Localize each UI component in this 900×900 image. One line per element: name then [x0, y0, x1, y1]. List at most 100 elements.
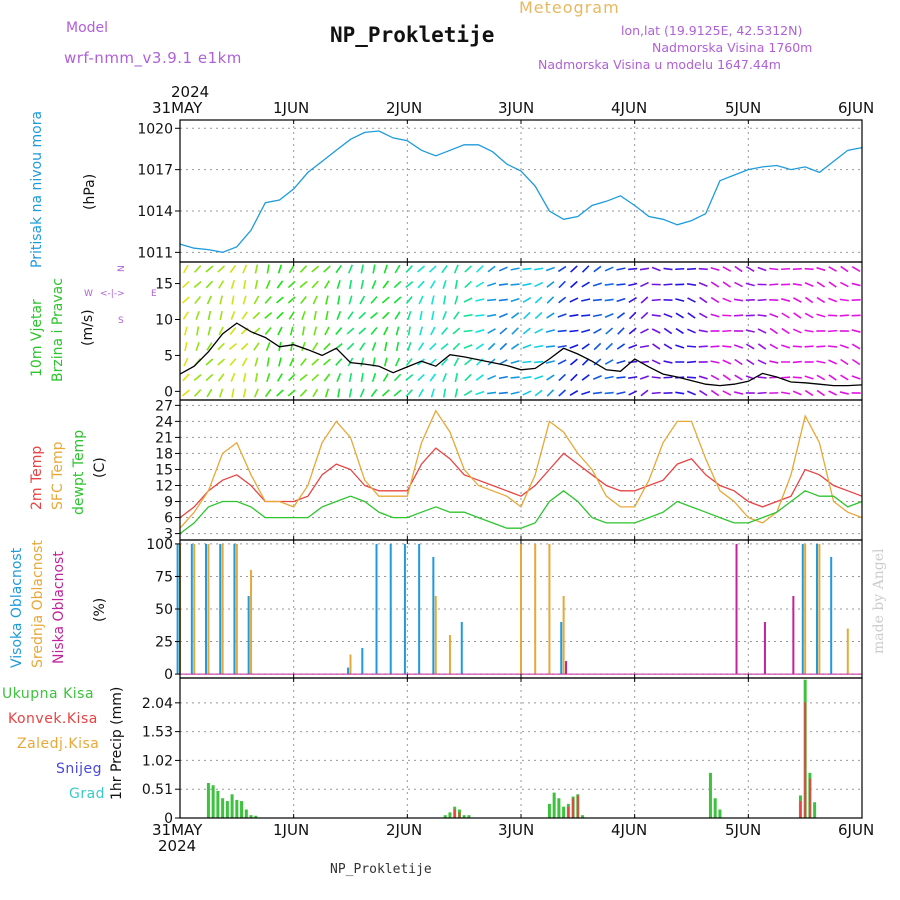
compass-south: S — [118, 316, 124, 326]
wind-vector — [323, 358, 331, 366]
wind-vector — [804, 375, 814, 380]
wind-vector — [475, 281, 485, 288]
wind-vector — [675, 327, 684, 335]
wind-vector — [604, 359, 614, 365]
wind-vector — [276, 311, 284, 320]
wind-vector — [193, 373, 202, 382]
wind-vector — [698, 329, 708, 333]
wind-vector — [534, 360, 544, 364]
wind-vector — [453, 311, 460, 320]
wind-vector — [417, 373, 425, 382]
wind-vector — [569, 389, 579, 397]
wind-vector — [746, 265, 755, 273]
wind-vector — [324, 388, 330, 398]
wind-vector — [454, 279, 458, 290]
wind-vector — [453, 264, 459, 274]
wind-vector — [407, 310, 412, 321]
wind-vector — [266, 264, 270, 274]
low-cloud-axis-label: Niska Oblacnost — [51, 551, 67, 664]
wind-vector — [640, 328, 649, 334]
wind-vector — [769, 267, 779, 271]
wind-vector — [651, 328, 661, 334]
wind-vector — [228, 342, 237, 351]
wind-vector — [851, 358, 861, 366]
cloud-bar — [221, 543, 224, 675]
wind-tick-label: 5 — [164, 348, 173, 364]
precip-bar — [235, 799, 239, 818]
wind-vector — [336, 373, 342, 382]
wind-vector — [393, 389, 402, 397]
wind-vector — [487, 265, 496, 273]
wind-vector — [511, 312, 520, 319]
wind-vector — [828, 281, 837, 288]
wind-vector — [419, 326, 423, 336]
wind-vector — [299, 265, 308, 273]
wind-vector — [534, 281, 544, 288]
wind-vector — [839, 344, 849, 349]
wind-vector — [628, 376, 638, 379]
compass-north-south: N — [117, 265, 127, 272]
cloud-bar — [347, 667, 350, 675]
wind-vector — [792, 267, 802, 271]
lonlat-text: lon,lat (19.9125E, 42.5312N) — [621, 23, 803, 38]
wind-vector — [442, 311, 447, 320]
wind-barb-field — [181, 264, 861, 398]
wind-vector — [242, 372, 247, 383]
wind-vector — [324, 326, 330, 336]
wind-vector — [264, 327, 272, 335]
wind-vector — [651, 314, 661, 317]
wind-vector — [264, 388, 272, 398]
wind-vector — [288, 311, 295, 320]
wind-vector — [264, 311, 273, 320]
wind-vector — [182, 280, 190, 289]
wind-vector — [628, 327, 637, 335]
wind-vector — [816, 360, 826, 364]
wind-vector — [498, 375, 508, 380]
time-tick-bottom-1: 1JUN — [273, 821, 310, 839]
wind-vector — [734, 265, 743, 273]
precip-bar — [557, 798, 561, 818]
wind-vector — [441, 327, 449, 335]
precipitation-frame — [179, 677, 863, 819]
wind-vector — [757, 391, 767, 395]
wind-vector — [370, 296, 378, 304]
wind-vector — [734, 281, 743, 288]
precip-bar — [211, 785, 215, 818]
wind-vector — [407, 341, 412, 352]
wind-vector — [569, 329, 579, 333]
wind-vector — [534, 311, 543, 320]
wind-vector — [487, 328, 496, 334]
wind-vector — [581, 358, 590, 366]
wind-vector — [498, 283, 508, 286]
pressure-tick-label: 1014 — [137, 204, 173, 220]
wind-vector — [230, 373, 236, 382]
wind-vector — [663, 376, 673, 379]
time-tick-top-0: 31MAY — [152, 99, 203, 117]
wind-vector — [405, 389, 413, 397]
wind-vector — [675, 391, 685, 395]
wind-vector — [217, 342, 225, 351]
wind-vector — [522, 376, 532, 379]
wind-vector — [722, 390, 732, 396]
wind-vector — [546, 389, 555, 397]
wind-vector — [558, 389, 567, 397]
wind-vector — [781, 298, 791, 302]
wind-vector — [569, 358, 578, 366]
wind-vector — [383, 264, 388, 274]
wind-vector — [381, 389, 390, 397]
wind-vector — [746, 358, 755, 366]
wind-vector — [288, 373, 296, 382]
wind-vector — [287, 389, 296, 397]
wind-unit: (m/s) — [80, 309, 96, 346]
temperature-tick-label: 6 — [164, 511, 173, 527]
wind-vector — [804, 389, 814, 397]
wind-vector — [253, 342, 260, 351]
wind-vector — [487, 342, 496, 351]
wind-vector — [311, 373, 320, 382]
wind-vector — [816, 296, 826, 304]
wind-vector — [757, 298, 767, 302]
wind-vector — [463, 314, 473, 317]
pressure-tick-label: 1017 — [137, 163, 173, 179]
wind-vector — [196, 326, 200, 336]
wind-vector — [545, 266, 555, 272]
